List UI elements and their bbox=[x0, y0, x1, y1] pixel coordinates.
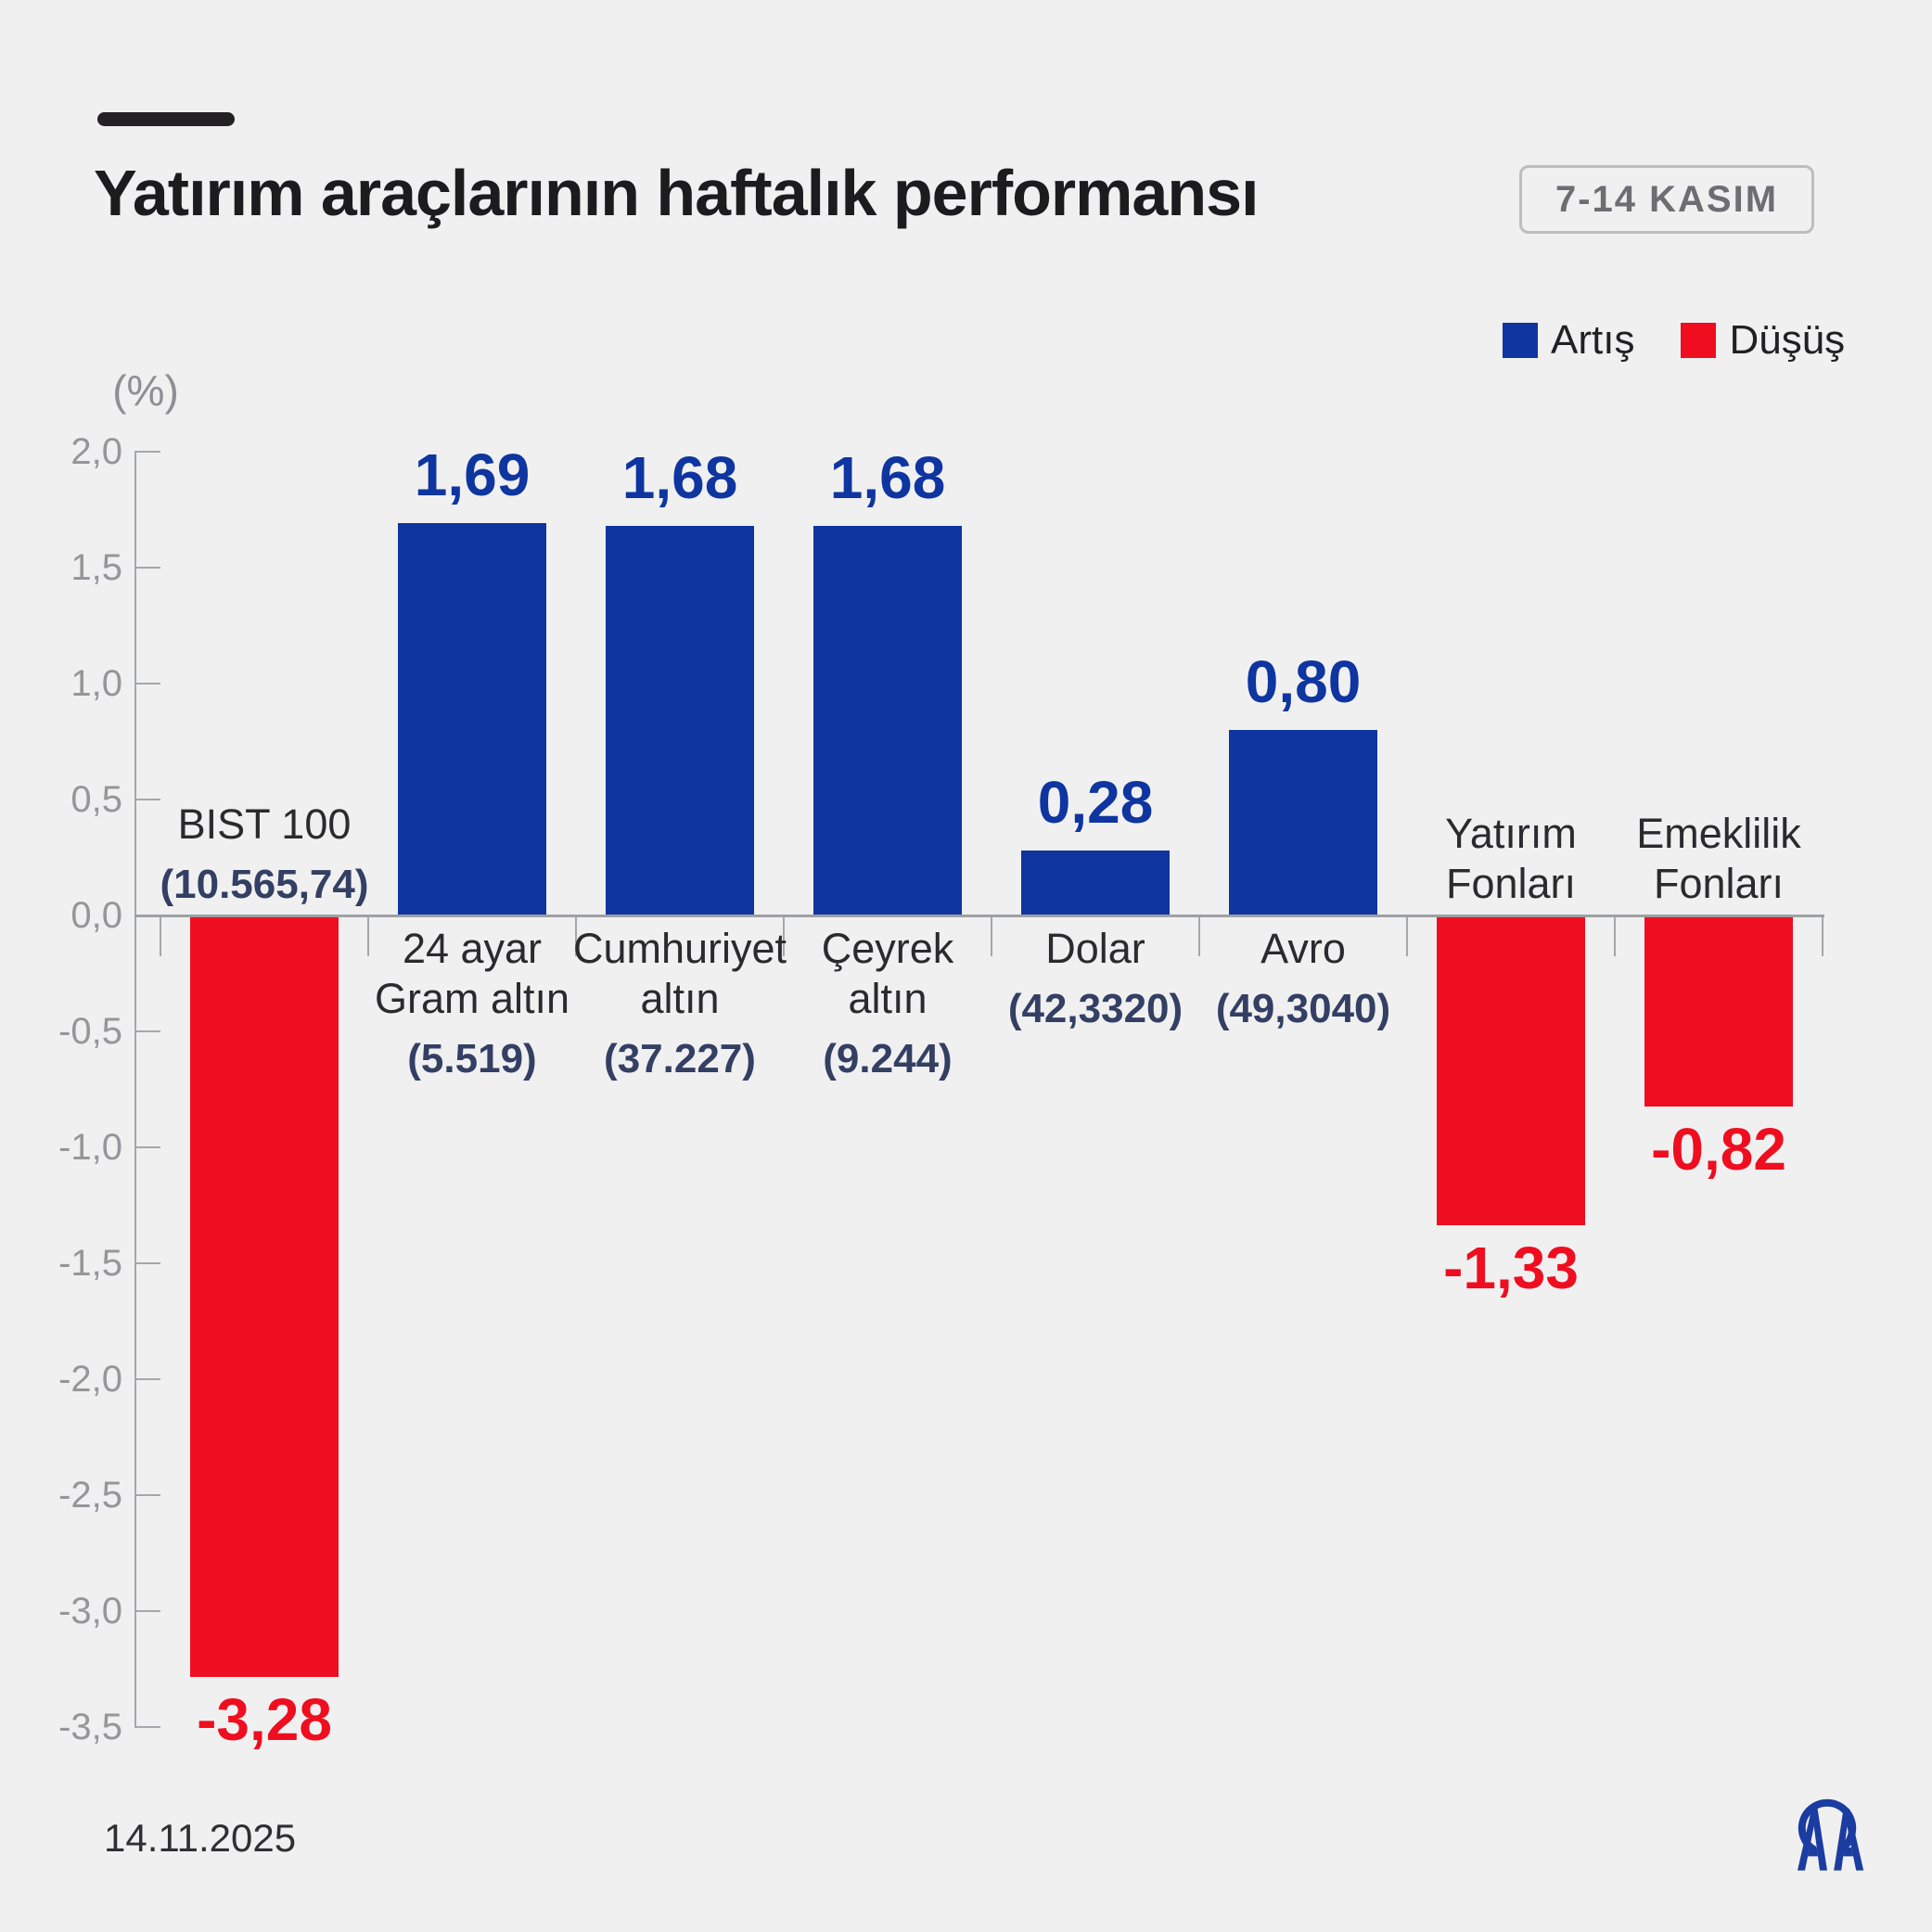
bar bbox=[606, 526, 754, 915]
category-name-line: Fonları bbox=[1653, 860, 1785, 907]
category-name-line: Fonları bbox=[1445, 860, 1577, 907]
y-tick-label: -2,0 bbox=[58, 1359, 122, 1400]
bar-value-label: 0,80 bbox=[1245, 648, 1362, 715]
y-tick bbox=[134, 451, 160, 453]
bar bbox=[398, 523, 546, 915]
bar-category-label: Yatırım Fonları bbox=[1363, 809, 1659, 909]
y-tick bbox=[134, 799, 160, 800]
y-axis-unit-label: (%) bbox=[112, 366, 179, 415]
y-tick-label: -3,5 bbox=[58, 1707, 122, 1747]
category-tick bbox=[160, 915, 161, 956]
category-name-line: altın bbox=[640, 975, 720, 1022]
y-tick-label: -0,5 bbox=[58, 1011, 122, 1052]
bar-value-label: -0,82 bbox=[1651, 1116, 1786, 1183]
y-axis-line bbox=[134, 452, 136, 1727]
bar bbox=[1021, 851, 1170, 915]
publish-date: 14.11.2025 bbox=[104, 1816, 297, 1860]
chart-legend: Artış Düşüş bbox=[1503, 317, 1845, 364]
category-current-value: (49,3040) bbox=[1215, 986, 1391, 1031]
zero-axis-line bbox=[134, 915, 1824, 917]
bar-category-label: 24 ayar Gram altın (5.519) bbox=[324, 924, 621, 1083]
y-tick bbox=[134, 1494, 160, 1496]
category-current-value: (9.244) bbox=[823, 1036, 953, 1081]
y-tick bbox=[134, 567, 160, 569]
period-badge: 7-14 KASIM bbox=[1519, 165, 1814, 234]
legend-label-up: Artış bbox=[1551, 317, 1635, 363]
bar bbox=[1437, 916, 1585, 1225]
y-tick-label: 2,0 bbox=[70, 431, 122, 472]
legend-swatch-up bbox=[1503, 323, 1538, 358]
category-current-value: (42,3320) bbox=[1007, 986, 1184, 1031]
y-tick bbox=[134, 1610, 160, 1612]
period-badge-label: 7-14 KASIM bbox=[1555, 178, 1779, 220]
y-tick-label: 1,0 bbox=[70, 663, 122, 704]
bar-value-label: 1,68 bbox=[621, 444, 738, 511]
bar-category-label: Çeyrek altın (9.244) bbox=[739, 924, 1036, 1083]
bar-category-label: Dolar (42,3320) bbox=[947, 924, 1244, 1033]
bar-value-label: -3,28 bbox=[197, 1686, 332, 1753]
legend-item-up: Artış bbox=[1503, 317, 1634, 364]
legend-item-down: Düşüş bbox=[1681, 317, 1845, 364]
bar bbox=[1644, 916, 1793, 1107]
aa-agency-logo-icon bbox=[1790, 1798, 1864, 1874]
category-name-line: Avro bbox=[1260, 925, 1346, 972]
category-current-value: (10.565,74) bbox=[160, 862, 369, 907]
page-title: Yatırım araçlarının haftalık performansı bbox=[94, 157, 1259, 229]
y-tick-label: 1,5 bbox=[70, 547, 122, 588]
category-current-value: (37.227) bbox=[604, 1036, 756, 1081]
category-tick bbox=[1198, 915, 1200, 956]
category-tick bbox=[783, 915, 785, 956]
category-name-line: Gram altın bbox=[374, 975, 570, 1022]
legend-swatch-down bbox=[1681, 323, 1717, 358]
category-tick bbox=[575, 915, 577, 956]
category-name-line: Emeklilik bbox=[1636, 810, 1801, 857]
bar bbox=[813, 526, 962, 915]
category-name-line: altın bbox=[848, 975, 928, 1022]
category-name-line: Cumhuriyet bbox=[572, 925, 787, 972]
y-tick-label: -3,0 bbox=[58, 1591, 122, 1631]
accent-dash bbox=[97, 112, 235, 126]
legend-label-down: Düşüş bbox=[1729, 317, 1846, 363]
y-tick-label: -1,5 bbox=[58, 1243, 122, 1284]
y-tick bbox=[134, 1378, 160, 1380]
category-current-value: (5.519) bbox=[407, 1036, 537, 1081]
y-tick-label: 0,0 bbox=[70, 895, 122, 936]
y-tick-label: -1,0 bbox=[58, 1127, 122, 1168]
bar-category-label: Cumhuriyet altın (37.227) bbox=[531, 924, 828, 1083]
category-name-line: 24 ayar bbox=[402, 925, 543, 972]
y-tick bbox=[134, 1262, 160, 1264]
bar-category-label: BIST 100 (10.565,74) bbox=[116, 800, 413, 909]
category-name-line: Dolar bbox=[1045, 925, 1145, 972]
bar-value-label: 0,28 bbox=[1037, 769, 1154, 836]
y-tick-label: 0,5 bbox=[70, 779, 122, 820]
bar-value-label: 1,69 bbox=[414, 441, 531, 508]
bar-value-label: -1,33 bbox=[1443, 1235, 1579, 1301]
category-name-line: Çeyrek bbox=[821, 925, 954, 972]
category-tick bbox=[1406, 915, 1408, 956]
bar bbox=[1229, 730, 1377, 915]
category-tick bbox=[1614, 915, 1616, 956]
category-name-line: Yatırım bbox=[1445, 810, 1577, 857]
y-tick-label: -2,5 bbox=[58, 1475, 122, 1516]
bar-value-label: 1,68 bbox=[829, 444, 946, 511]
y-tick bbox=[134, 1146, 160, 1148]
category-tick bbox=[367, 915, 369, 956]
bar-category-label: Emeklilik Fonları bbox=[1570, 809, 1867, 909]
bar-category-label: Avro (49,3040) bbox=[1155, 924, 1452, 1033]
category-tick bbox=[991, 915, 992, 956]
y-tick bbox=[134, 1726, 160, 1728]
y-tick bbox=[134, 1030, 160, 1032]
y-tick bbox=[134, 683, 160, 685]
category-name-line: BIST 100 bbox=[177, 800, 352, 848]
bar bbox=[190, 916, 339, 1677]
category-tick bbox=[1822, 915, 1823, 956]
